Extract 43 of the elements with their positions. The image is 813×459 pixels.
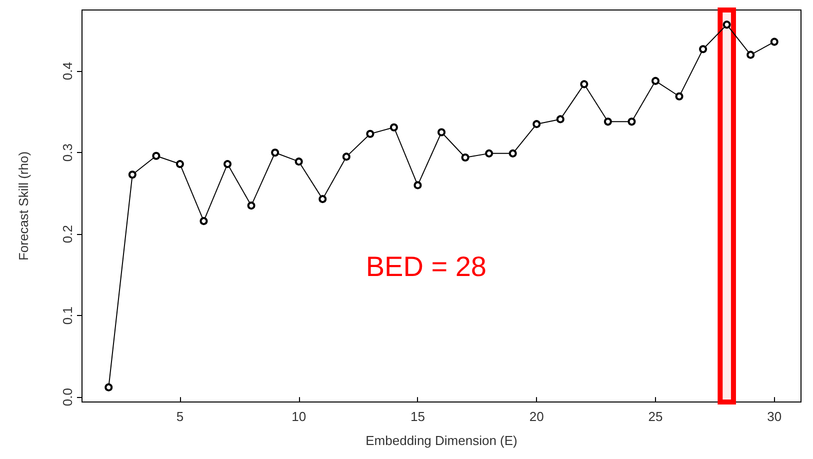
point	[224, 160, 232, 168]
point	[390, 123, 398, 132]
point	[438, 128, 446, 136]
point	[556, 115, 564, 124]
point	[247, 202, 256, 210]
x-tick-label: 30	[767, 409, 782, 424]
point	[699, 45, 708, 54]
point	[746, 50, 755, 59]
y-axis-title: Forecast Skill (rho)	[16, 151, 31, 261]
point	[722, 20, 731, 29]
point	[675, 92, 684, 100]
x-axis-title: Embedding Dimension (E)	[366, 433, 518, 448]
point	[271, 148, 280, 157]
point	[104, 383, 113, 392]
y-tick-label: 0.2	[60, 225, 75, 244]
point	[651, 76, 660, 85]
point	[128, 170, 136, 179]
x-tick-label: 5	[176, 409, 184, 424]
annotation: BED = 28	[366, 250, 486, 282]
y-tick-label: 0.3	[60, 144, 75, 162]
point	[770, 38, 778, 46]
point	[176, 160, 184, 168]
point	[294, 158, 303, 166]
point	[580, 80, 588, 88]
point	[461, 154, 470, 162]
point	[485, 149, 494, 158]
point	[152, 152, 160, 160]
point	[508, 149, 517, 158]
x-tick-label: 25	[648, 409, 663, 424]
y-tick-label: 0.1	[60, 306, 75, 325]
x-tick-label: 15	[410, 409, 425, 424]
point	[366, 130, 374, 138]
point	[342, 152, 350, 161]
x-tick-label: 10	[292, 409, 306, 424]
point	[532, 120, 541, 128]
point	[604, 118, 612, 126]
point	[414, 181, 422, 190]
point	[628, 118, 636, 126]
y-tick-label: 0.4	[60, 62, 75, 80]
point	[318, 195, 327, 204]
point	[200, 217, 208, 226]
x-tick-label: 20	[529, 409, 544, 424]
y-tick-label: 0.0	[60, 388, 75, 406]
